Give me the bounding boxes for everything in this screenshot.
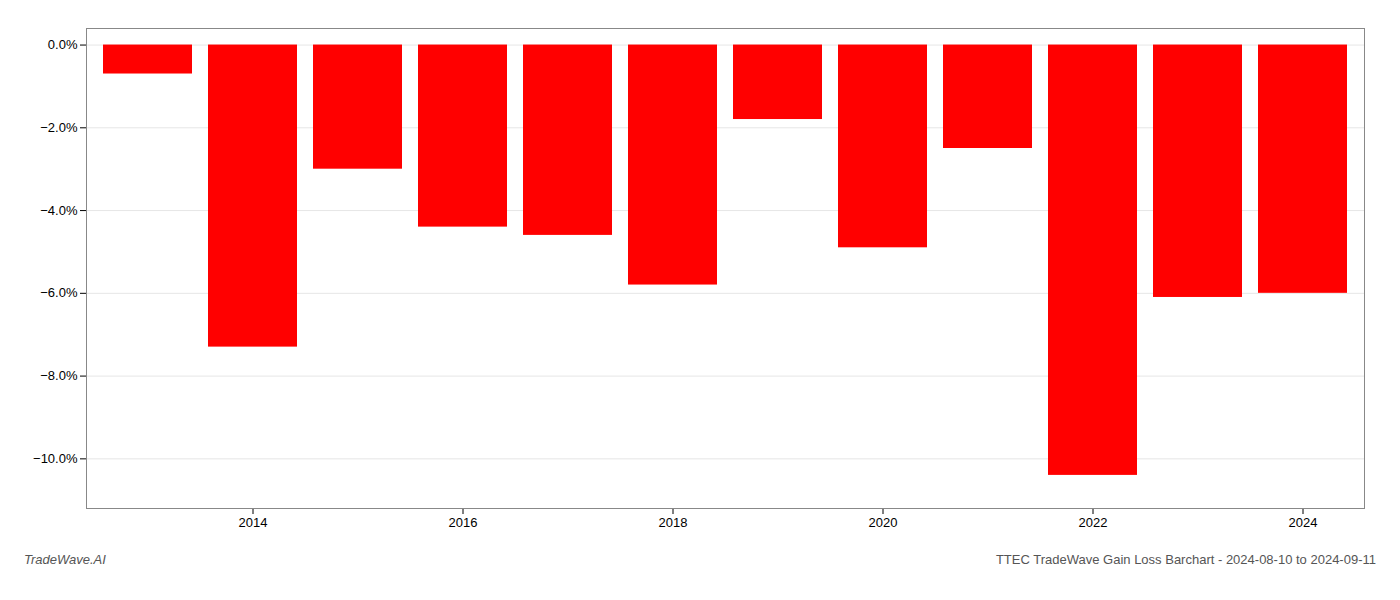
svg-text:−6.0%: −6.0% xyxy=(40,285,78,300)
svg-text:2022: 2022 xyxy=(1079,515,1108,530)
svg-text:2020: 2020 xyxy=(869,515,898,530)
svg-text:2024: 2024 xyxy=(1289,515,1318,530)
svg-text:−10.0%: −10.0% xyxy=(33,451,78,466)
svg-text:−4.0%: −4.0% xyxy=(40,203,78,218)
html-text:TradeWave.AI: TradeWave.AI xyxy=(24,552,106,567)
svg-text:0.0%: 0.0% xyxy=(48,37,78,52)
html-text:TTEC TradeWave Gain Loss Barch: TTEC TradeWave Gain Loss Barchart - 2024… xyxy=(995,552,1376,567)
svg-text:2016: 2016 xyxy=(449,515,478,530)
svg-text:2014: 2014 xyxy=(239,515,268,530)
svg-text:−2.0%: −2.0% xyxy=(40,120,78,135)
svg-text:−8.0%: −8.0% xyxy=(40,368,78,383)
svg-text:2018: 2018 xyxy=(659,515,688,530)
